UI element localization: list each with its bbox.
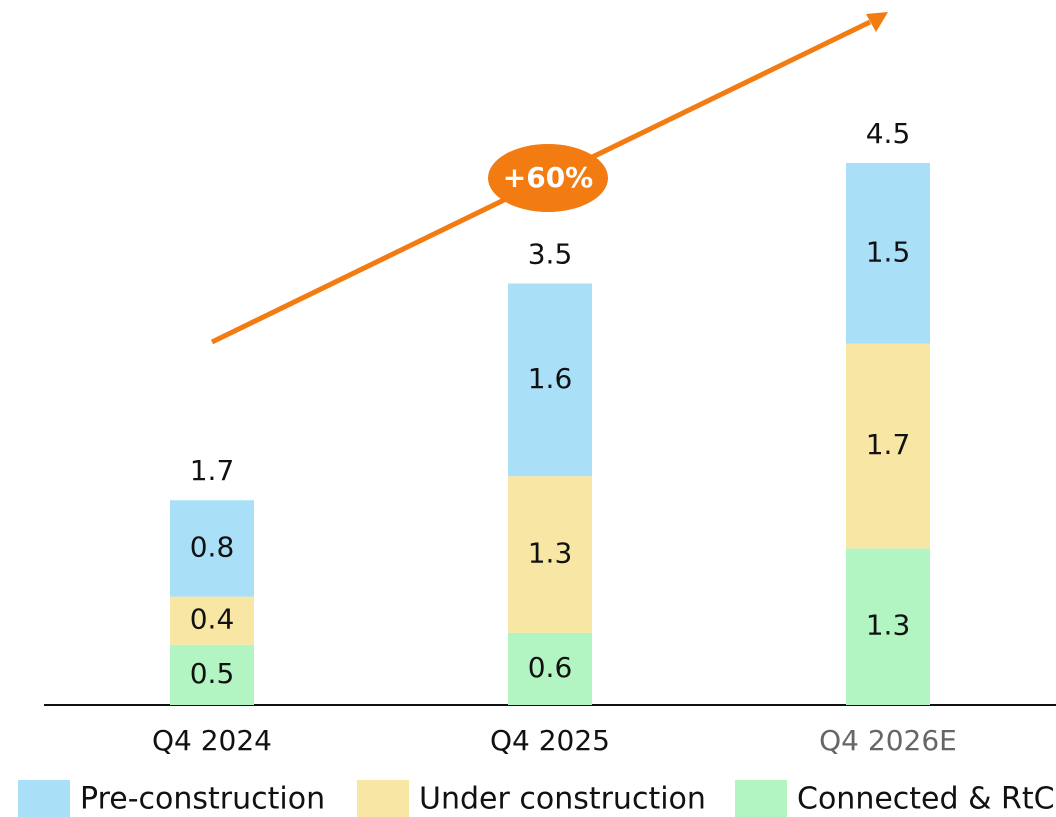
segment-label: 0.8 [190, 530, 235, 563]
total-label: 3.5 [528, 237, 573, 270]
bar-segment [846, 163, 930, 344]
bar-segment [170, 500, 254, 597]
bar-segment [508, 283, 592, 477]
legend-swatch [357, 780, 409, 817]
bar-segment [846, 548, 930, 705]
bar-segment [846, 343, 930, 549]
x-tick-label: Q4 2025 [490, 724, 610, 757]
annotation-badge [488, 144, 608, 212]
annotation: +60% [503, 161, 593, 194]
segment-label: 0.5 [190, 657, 235, 690]
legend-label: Connected & RtC [797, 782, 1055, 817]
segment-label: 1.5 [866, 235, 911, 268]
legend-label: Under construction [419, 782, 706, 817]
bar-segment [170, 596, 254, 645]
arrow-head [866, 12, 888, 32]
bar-segment [508, 632, 592, 705]
bar-segment [170, 644, 254, 705]
segment-label: 1.3 [866, 609, 911, 642]
total-label: 4.5 [866, 117, 911, 150]
x-tick-label: Q4 2024 [152, 724, 272, 757]
segment-label: 1.3 [528, 536, 573, 569]
x-tick-label: Q4 2026E [819, 724, 957, 757]
legend-swatch [735, 780, 787, 817]
segment-label: 0.6 [528, 651, 573, 684]
segment-label: 0.4 [190, 603, 235, 636]
bar-segment [508, 476, 592, 633]
legend-swatch [18, 780, 70, 817]
legend-label: Pre-construction [80, 782, 325, 817]
segment-label: 1.6 [528, 362, 573, 395]
total-label: 1.7 [190, 454, 235, 487]
segment-label: 1.7 [866, 428, 911, 461]
